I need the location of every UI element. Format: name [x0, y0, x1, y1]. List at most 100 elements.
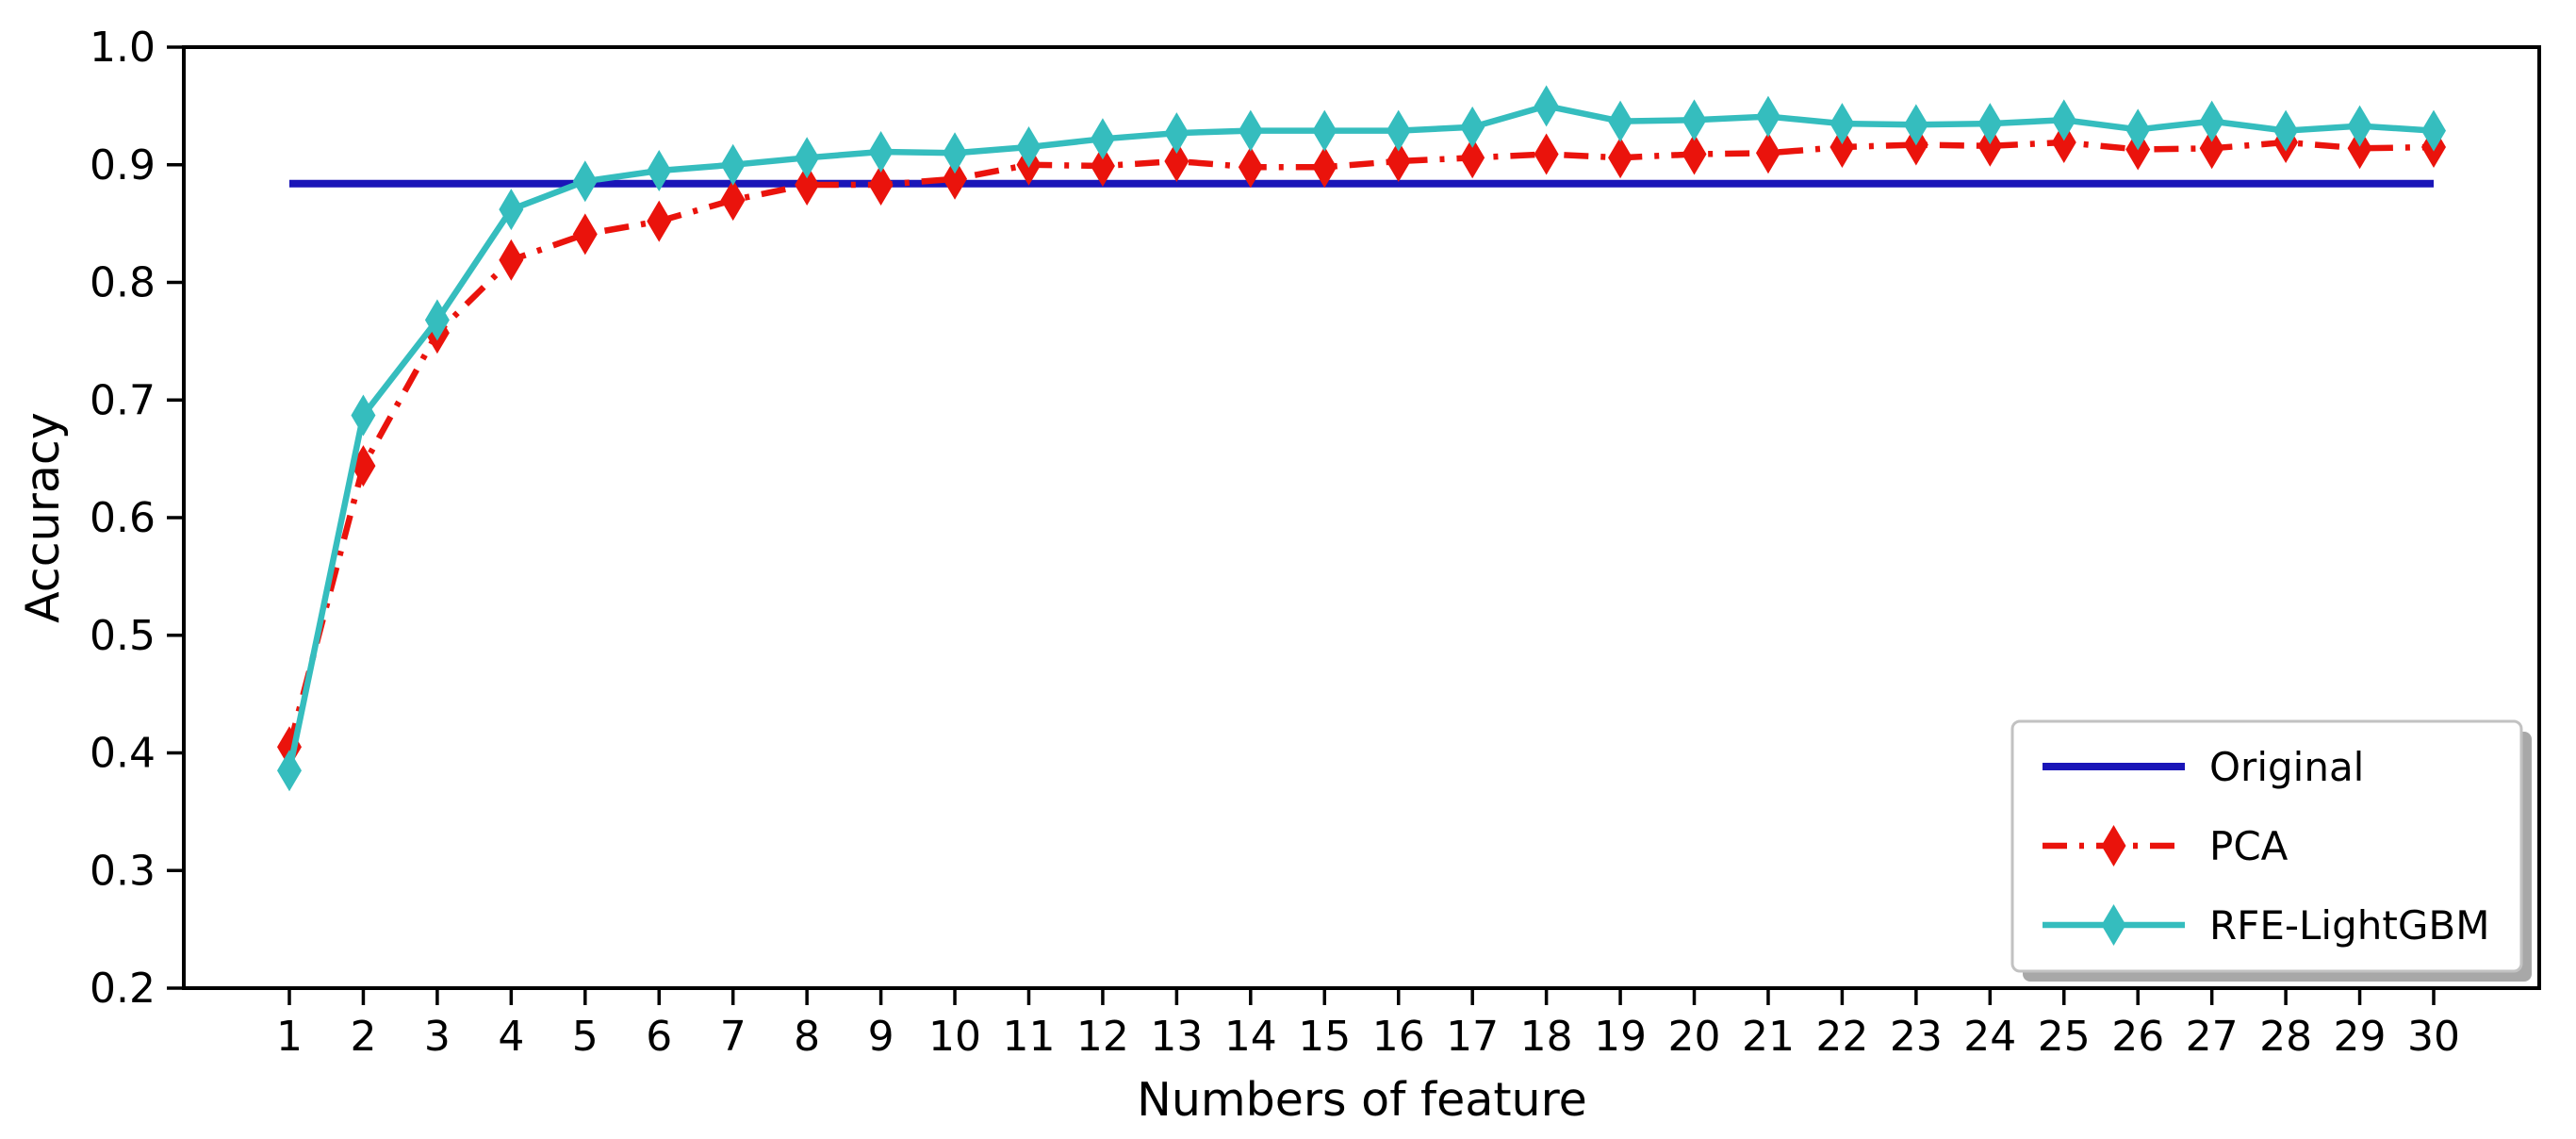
x-tick-label: 3: [424, 1013, 451, 1061]
rfe-lightgbm-marker: [795, 137, 820, 179]
pca-marker: [1829, 126, 1855, 169]
pca-marker: [572, 213, 598, 256]
rfe-lightgbm-marker: [1460, 106, 1485, 148]
pca-marker: [868, 163, 894, 206]
x-tick-label: 17: [1446, 1013, 1499, 1061]
x-tick-label: 22: [1815, 1013, 1868, 1061]
pca-marker: [1312, 146, 1337, 189]
x-tick-label: 12: [1076, 1013, 1129, 1061]
rfe-lightgbm-marker: [720, 143, 746, 186]
pca-marker: [2051, 122, 2076, 164]
rfe-lightgbm-marker: [277, 750, 302, 792]
rfe-lightgbm-marker: [943, 132, 968, 174]
rfe-lightgbm-marker: [1312, 109, 1337, 152]
series-group: [277, 85, 2446, 792]
pca-marker: [1755, 132, 1780, 174]
x-tick-label: 27: [2186, 1013, 2239, 1061]
rfe-lightgbm-marker: [1977, 103, 2003, 145]
axis-ticks: 0.20.30.40.50.60.70.80.91.01 2 3 4 5 6 7 8 9 10 11…: [90, 24, 2460, 1061]
rfe-lightgbm-marker: [424, 299, 450, 341]
x-tick-label: 2: [350, 1013, 376, 1061]
rfe-lightgbm-markers: [277, 85, 2446, 792]
y-tick-label: 0.6: [90, 494, 156, 542]
x-tick-label: 16: [1372, 1013, 1425, 1061]
plot-area: [182, 45, 2541, 990]
x-tick-label: 21: [1742, 1013, 1795, 1061]
y-tick-label: 0.5: [90, 612, 156, 660]
rfe-lightgbm-marker: [868, 131, 894, 173]
x-tick-label: 8: [794, 1013, 820, 1061]
x-tick-label: 30: [2407, 1013, 2460, 1061]
x-tick-label: 26: [2111, 1013, 2164, 1061]
legend-marker-rfe-lightgbm: [2101, 904, 2126, 946]
x-tick-label: 9: [868, 1013, 894, 1061]
rfe-lightgbm-marker: [572, 160, 598, 203]
rfe-lightgbm-marker: [2199, 100, 2224, 142]
legend-entry-pca: PCA: [2209, 823, 2289, 869]
pca-marker: [1534, 133, 1559, 175]
y-axis-label: Accuracy: [16, 412, 70, 623]
legend-samples: [2043, 763, 2185, 946]
pca-marker: [1682, 133, 1707, 175]
x-tick-label: 28: [2259, 1013, 2312, 1061]
rfe-lightgbm-marker: [351, 394, 376, 437]
pca-marker: [943, 157, 968, 200]
rfe-lightgbm-marker: [2273, 109, 2299, 152]
y-tick-label: 0.9: [90, 141, 156, 190]
rfe-lightgbm-marker: [647, 149, 672, 191]
x-axis-label: Numbers of feature: [1137, 1073, 1587, 1127]
rfe-lightgbm-marker: [1386, 109, 1411, 152]
pca-marker: [1608, 137, 1633, 179]
pca-marker: [2347, 127, 2372, 170]
rfe-lightgbm-line: [286, 103, 2435, 771]
x-tick-label: 6: [646, 1013, 672, 1061]
x-tick-label: 7: [720, 1013, 747, 1061]
rfe-lightgbm-marker: [2421, 109, 2446, 152]
legend-box: [2010, 719, 2523, 973]
rfe-lightgbm-marker: [2347, 105, 2372, 147]
rfe-lightgbm-marker: [1608, 100, 1633, 142]
pca-marker: [1090, 144, 1115, 187]
pca-marker: [1164, 140, 1190, 183]
x-tick-label: 24: [1963, 1013, 2016, 1061]
pca-marker: [2199, 127, 2224, 170]
x-tick-label: 18: [1520, 1013, 1573, 1061]
x-tick-label: 11: [1002, 1013, 1055, 1061]
x-tick-label: 5: [572, 1013, 599, 1061]
x-tick-label: 1: [276, 1013, 303, 1061]
pca-marker: [1460, 137, 1485, 179]
pca-marker: [1386, 140, 1411, 183]
legend-entry-original: Original: [2209, 744, 2364, 790]
rfe-lightgbm-marker: [1238, 109, 1263, 152]
pca-line: [286, 139, 2435, 749]
rfe-lightgbm-marker: [2125, 108, 2151, 151]
pca-marker: [499, 239, 524, 281]
x-tick-label: 23: [1890, 1013, 1943, 1061]
rfe-lightgbm-marker: [1682, 99, 1707, 141]
x-tick-label: 13: [1150, 1013, 1203, 1061]
y-tick-label: 0.4: [90, 730, 156, 778]
rfe-lightgbm-marker: [1016, 126, 1042, 169]
rfe-lightgbm-marker: [2051, 99, 2076, 141]
x-tick-label: 25: [2038, 1013, 2091, 1061]
rfe-lightgbm-marker: [1755, 95, 1780, 138]
x-tick-label: 4: [498, 1013, 524, 1061]
rfe-lightgbm-marker: [1534, 85, 1559, 127]
rfe-lightgbm-marker: [1090, 118, 1115, 160]
x-tick-label: 10: [928, 1013, 981, 1061]
y-tick-label: 0.2: [90, 965, 156, 1013]
pca-marker: [647, 200, 672, 242]
legend-entry-rfe-lightgbm: RFE-LightGBM: [2209, 902, 2489, 949]
x-tick-label: 19: [1594, 1013, 1647, 1061]
y-tick-label: 1.0: [90, 24, 156, 72]
x-tick-label: 14: [1224, 1013, 1277, 1061]
pca-marker: [795, 163, 820, 206]
rfe-lightgbm-marker: [1903, 104, 1928, 146]
y-tick-label: 0.7: [90, 376, 156, 424]
pca-marker: [720, 179, 746, 222]
x-tick-label: 29: [2334, 1013, 2387, 1061]
y-tick-label: 0.3: [90, 847, 156, 895]
legend-marker-pca: [2101, 825, 2126, 867]
